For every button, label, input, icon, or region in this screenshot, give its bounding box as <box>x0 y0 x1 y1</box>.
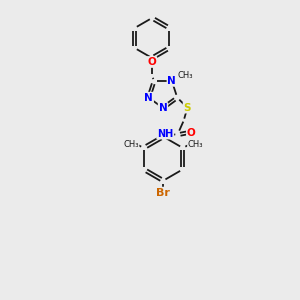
Text: O: O <box>148 57 156 67</box>
Text: CH₃: CH₃ <box>188 140 203 149</box>
Text: NH: NH <box>157 129 173 139</box>
Text: N: N <box>159 103 167 113</box>
Text: O: O <box>187 128 196 138</box>
Text: N: N <box>144 93 153 103</box>
Text: Br: Br <box>156 188 170 198</box>
Text: S: S <box>184 103 191 112</box>
Text: N: N <box>167 76 176 86</box>
Text: CH₃: CH₃ <box>124 140 139 149</box>
Text: CH₃: CH₃ <box>177 71 193 80</box>
